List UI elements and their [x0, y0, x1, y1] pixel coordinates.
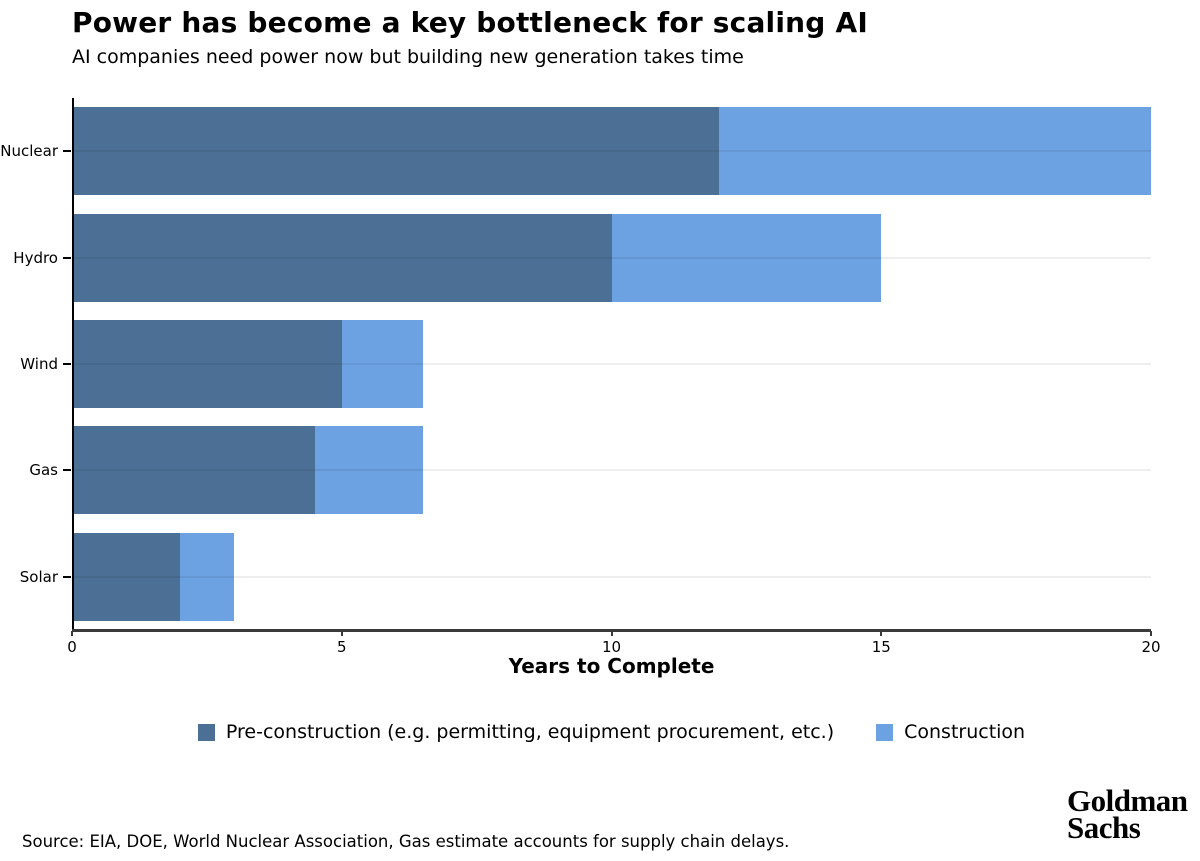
x-tick-label-15: 15 [871, 638, 891, 656]
y-tick-mark [63, 150, 71, 153]
bar-row-nuclear: Nuclear [0, 98, 1151, 204]
x-axis-title: Years to Complete [508, 654, 715, 678]
bar-segment-pre-construction-nuclear [72, 107, 720, 196]
bar-segment-pre-construction-solar [72, 532, 180, 621]
x-tick-label-10: 10 [601, 638, 622, 656]
bar-rows: Nuclear Hydro Wind Gas Solar [0, 98, 1151, 630]
bar-row-gas: Gas [29, 417, 1151, 523]
goldman-sachs-logo: Goldman Sachs [1067, 783, 1188, 845]
bar-segment-pre-construction-gas [72, 426, 315, 515]
x-axis-line [72, 629, 1151, 632]
legend-label: Pre-construction (e.g. permitting, equip… [225, 721, 835, 743]
x-tick-mark [340, 631, 343, 636]
chart-title: Power has become a key bottleneck for sc… [72, 6, 868, 39]
y-axis-label-hydro: Hydro [13, 248, 58, 267]
logo-line-1: Goldman [1067, 783, 1188, 818]
gridline [72, 150, 1151, 153]
bar-segment-construction-wind [341, 319, 423, 408]
logo-line-2: Sachs [1067, 810, 1141, 845]
x-axis-ticks: 0 5 10 15 20 [67, 630, 1161, 660]
bar-segment-pre-construction-wind [72, 319, 342, 408]
y-axis-label-gas: Gas [29, 461, 58, 480]
y-axis-line [72, 98, 74, 630]
stacked-bar-hydro [72, 213, 882, 302]
legend-swatch-icon [876, 723, 894, 741]
bar-row-hydro: Hydro [13, 204, 1151, 310]
gridline [72, 256, 1151, 259]
gridline [72, 362, 1151, 365]
y-tick-mark [63, 575, 71, 578]
x-tick-label-5: 5 [336, 638, 347, 656]
x-tick-mark [71, 631, 73, 636]
gridline [72, 575, 1151, 578]
y-tick-mark [63, 362, 71, 365]
bar-segment-pre-construction-hydro [72, 213, 612, 302]
source-note: Source: EIA, DOE, World Nuclear Associat… [22, 832, 790, 851]
legend-item-pre-construction: Pre-construction (e.g. permitting, equip… [197, 721, 835, 743]
bar-row-wind: Wind [20, 311, 1151, 417]
legend-label: Construction [904, 721, 1026, 743]
bar-segment-construction-hydro [611, 213, 882, 302]
gridline [72, 469, 1151, 472]
y-tick-mark [63, 469, 71, 472]
stacked-bar-solar [72, 532, 234, 621]
stacked-bar-nuclear [72, 107, 1151, 196]
bar-segment-construction-solar [179, 532, 234, 621]
bar-segment-construction-gas [314, 426, 423, 515]
plot-area: Nuclear Hydro Wind Gas Solar 0 5 10 15 20 [0, 98, 1161, 656]
chart-subtitle: AI companies need power now but building… [72, 46, 744, 68]
bar-segment-construction-nuclear [719, 107, 1151, 196]
x-tick-mark [880, 631, 883, 636]
legend: Pre-construction (e.g. permitting, equip… [72, 721, 1151, 743]
y-axis-label-wind: Wind [20, 354, 58, 373]
bar-row-solar: Solar [20, 524, 1151, 630]
x-tick-label-20: 20 [1141, 638, 1161, 656]
x-tick-mark [1150, 631, 1152, 636]
stacked-bar-gas [72, 426, 423, 515]
legend-swatch-icon [197, 723, 215, 741]
y-axis-label-solar: Solar [19, 567, 58, 586]
x-tick-mark [610, 631, 613, 636]
legend-item-construction: Construction [876, 721, 1025, 743]
x-tick-label-0: 0 [67, 638, 77, 656]
stacked-bar-wind [72, 319, 423, 408]
y-axis-label-nuclear: Nuclear [0, 142, 58, 161]
y-tick-mark [63, 256, 71, 259]
